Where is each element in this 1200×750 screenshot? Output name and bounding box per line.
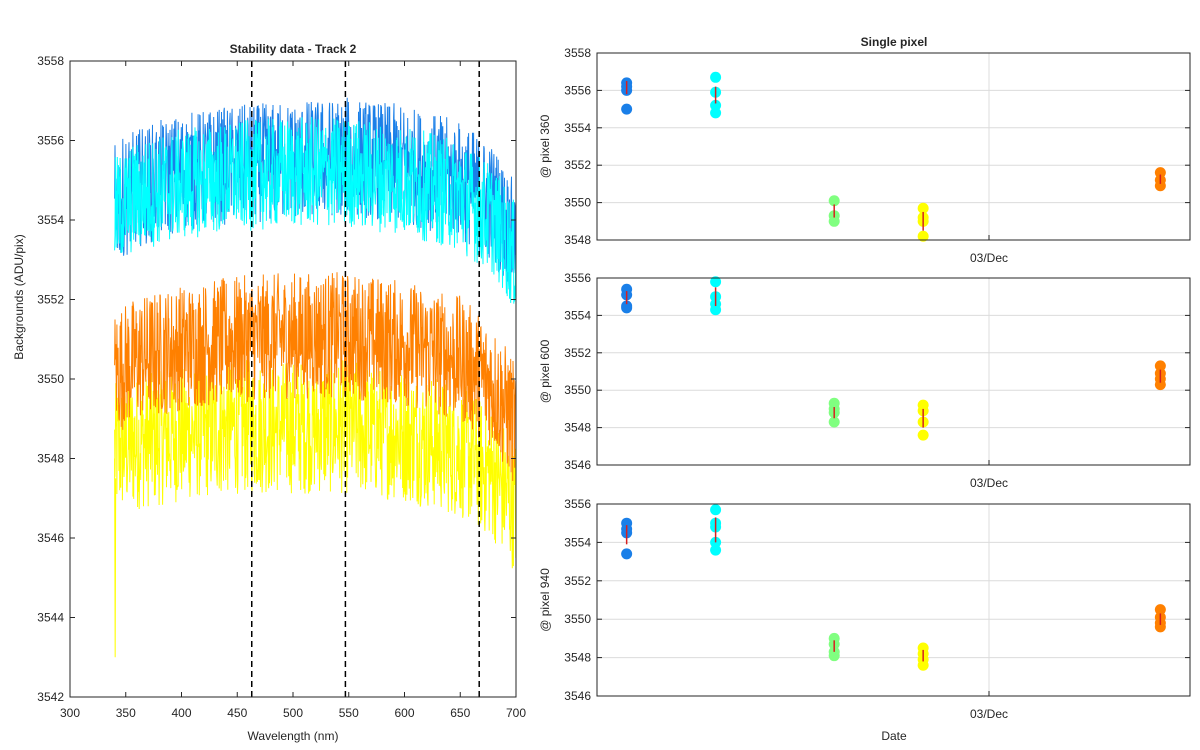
series-line-1 xyxy=(114,116,517,304)
subplot-0-ytick-label-0: 3548 xyxy=(564,233,591,247)
subplot-0-ytick-label-4: 3556 xyxy=(564,83,591,97)
left-chart: Stability data - Track 2 300 350 400 450 500… xyxy=(12,42,526,743)
subplot-1-point-3-3 xyxy=(917,429,929,441)
left-ytick-label-8: 3558 xyxy=(37,54,64,68)
subplot-0-xtick-label: 03/Dec xyxy=(970,251,1008,265)
subplot-1-ylabel: @ pixel 600 xyxy=(538,339,552,403)
left-chart-xlabel: Wavelength (nm) xyxy=(248,729,339,743)
series-line-dip xyxy=(114,458,117,658)
subplot-0-ytick-label-2: 3552 xyxy=(564,158,591,172)
subplot-bg-2 xyxy=(597,504,1190,696)
subplot-0-point-3-0 xyxy=(917,202,929,214)
subplot-0: 3548 3550 3552 3554 3556 3558 03/Dec @ pixel 36… xyxy=(538,46,1191,265)
left-chart-ylabel: Backgrounds (ADU/pix) xyxy=(12,234,26,359)
left-xtick-label-3: 450 xyxy=(227,706,247,720)
subplot-2-point-2-3 xyxy=(828,650,840,662)
subplot-2-ytick-label-0: 3546 xyxy=(564,689,591,703)
subplot-1-ytick-label-5: 3556 xyxy=(564,271,591,285)
subplot-1-ytick-label-1: 3548 xyxy=(564,421,591,435)
left-ytick-label-5: 3552 xyxy=(37,293,64,307)
subplot-1: 3546 3548 3550 3552 3554 3556 03/Dec @ pixel 60… xyxy=(538,271,1191,490)
subplot-0-point-1-3 xyxy=(710,107,722,119)
series-line-3 xyxy=(114,359,517,569)
subplot-0-ylabel: @ pixel 360 xyxy=(538,114,552,178)
left-xtick-label-7: 650 xyxy=(450,706,470,720)
subplot-0-ytick-label-5: 3558 xyxy=(564,46,591,60)
left-ytick-label-6: 3554 xyxy=(37,213,64,227)
subplot-box-0 xyxy=(596,52,1191,241)
subplot-bg-0 xyxy=(597,53,1190,240)
left-ytick-label-0: 3542 xyxy=(37,690,64,704)
subplot-2-ytick-label-2: 3550 xyxy=(564,612,591,626)
subplot-1-ytick-label-3: 3552 xyxy=(564,346,591,360)
left-xtick-label-0: 300 xyxy=(60,706,80,720)
subplot-1-point-1-0 xyxy=(710,276,722,288)
subplot-box-1 xyxy=(596,277,1191,466)
right-plots-area: 3548 3550 3552 3554 3556 3558 03/Dec @ pixel 36… xyxy=(538,46,1191,721)
left-ytick-label-3: 3548 xyxy=(37,452,64,466)
subplot-0-ytick-label-1: 3550 xyxy=(564,196,591,210)
subplot-box-2 xyxy=(596,503,1191,697)
right-chart-title: Single pixel xyxy=(861,35,928,49)
right-chart: Single pixel 3548 3550 3552 3554 3556 3558 03/… xyxy=(538,35,1191,743)
left-xtick-label-4: 500 xyxy=(283,706,303,720)
left-ytick-label-4: 3550 xyxy=(37,372,64,386)
series-line-0 xyxy=(114,97,517,290)
series-line-2 xyxy=(114,272,517,482)
subplot-1-point-0-3 xyxy=(621,302,633,314)
subplot-2-ytick-label-4: 3554 xyxy=(564,535,591,549)
subplot-1-ytick-label-2: 3550 xyxy=(564,383,591,397)
subplot-2-ytick-label-1: 3548 xyxy=(564,651,591,665)
subplot-1-point-2-3 xyxy=(828,416,840,428)
left-ytick-label-2: 3546 xyxy=(37,531,64,545)
left-ytick-label-1: 3544 xyxy=(37,611,64,625)
subplot-1-point-1-3 xyxy=(710,304,722,316)
subplot-2-point-1-4 xyxy=(710,544,722,556)
subplot-1-ytick-label-4: 3554 xyxy=(564,308,591,322)
subplot-2-ytick-label-3: 3552 xyxy=(564,574,591,588)
left-xtick-label-2: 400 xyxy=(171,706,191,720)
subplot-2-xtick-label: 03/Dec xyxy=(970,707,1008,721)
left-xtick-label-8: 700 xyxy=(506,706,526,720)
subplot-2-ytick-label-5: 3556 xyxy=(564,497,591,511)
subplot-2-point-4-3 xyxy=(1154,621,1166,633)
subplot-1-ytick-label-0: 3546 xyxy=(564,458,591,472)
subplot-2-point-3-3 xyxy=(917,659,929,671)
subplot-2-point-1-0 xyxy=(710,504,722,516)
right-chart-xlabel: Date xyxy=(881,729,907,743)
subplot-0-point-4-2 xyxy=(1154,180,1166,192)
subplot-0-point-3-3 xyxy=(917,230,929,242)
subplot-0-ytick-label-3: 3554 xyxy=(564,121,591,135)
subplot-0-point-2-0 xyxy=(828,195,840,207)
subplot-2-point-0-3 xyxy=(621,548,633,560)
subplot-1-point-4-3 xyxy=(1154,379,1166,391)
left-xtick-label-1: 350 xyxy=(116,706,136,720)
left-plot-area: 300 350 400 450 500 550 600 650 700 3542 3544 3546 3… xyxy=(37,54,526,720)
subplot-2-ylabel: @ pixel 940 xyxy=(538,568,552,632)
subplot-1-xtick-label: 03/Dec xyxy=(970,476,1008,490)
subplot-0-point-0-3 xyxy=(621,103,633,115)
left-xtick-label-5: 550 xyxy=(339,706,359,720)
subplot-0-point-2-2 xyxy=(828,215,840,227)
subplot-2-point-4-0 xyxy=(1154,604,1166,616)
left-ytick-label-7: 3556 xyxy=(37,134,64,148)
left-xtick-label-6: 600 xyxy=(394,706,414,720)
subplot-bg-1 xyxy=(597,278,1190,465)
left-chart-title: Stability data - Track 2 xyxy=(230,42,357,56)
subplot-0-point-1-0 xyxy=(710,71,722,83)
subplot-2: 3546 3548 3550 3552 3554 3556 03/Dec @ pixel 94… xyxy=(538,497,1191,721)
